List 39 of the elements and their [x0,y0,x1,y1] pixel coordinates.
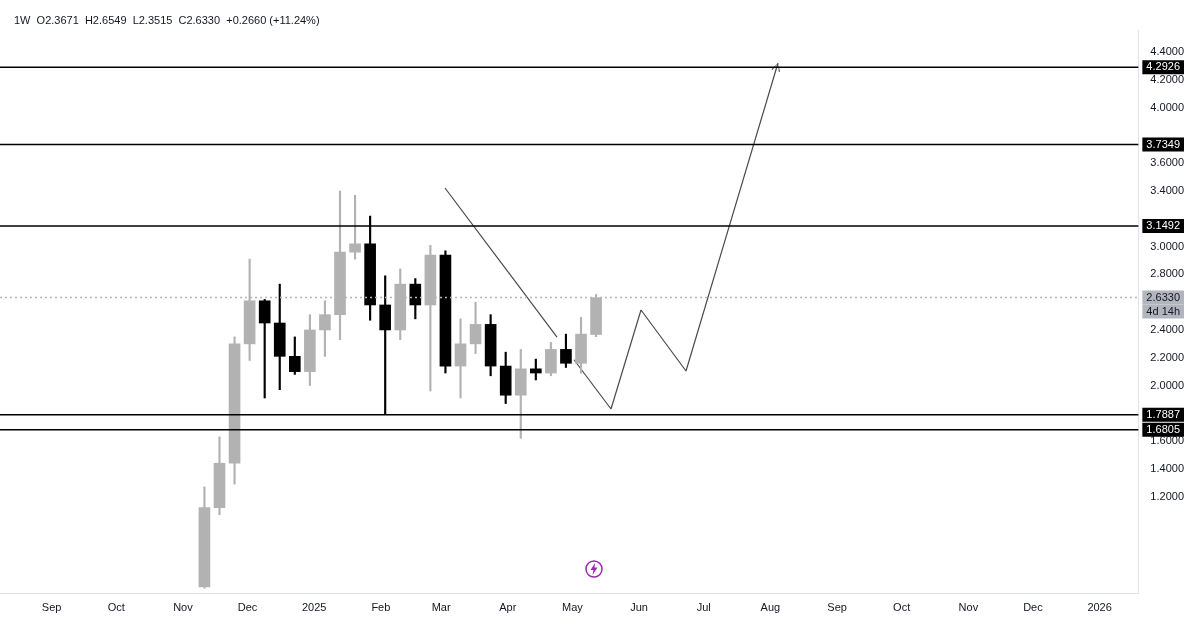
y-tick-label: 3.6000 [1150,156,1185,169]
y-tick-label: 4.4000 [1150,45,1185,58]
y-tick-label: 4.0000 [1150,100,1185,113]
x-tick-label: Oct [107,601,125,614]
x-tick-label: Oct [893,601,911,614]
y-tick-label: 3.0000 [1150,239,1185,252]
x-tick-label: Sep [827,601,847,614]
y-tick-label: 2.4000 [1150,322,1185,335]
x-tick-label: Mar [431,601,451,614]
ref-line-label: 2.6330 [1146,290,1181,303]
text: 4d 14h [1146,304,1181,317]
chart-title: 1W O2.3671 H2.6549 L2.3515 C2.6330 +0.2660 (+11.24%) [14,14,320,26]
candlestick [454,318,467,399]
x-tick-label: Dec [1023,601,1044,614]
ref-line-label: 3.7349 [1146,137,1181,150]
x-tick-label: Dec [237,601,258,614]
x-tick-label: Jun [630,601,648,614]
ref-line-label: 4.2926 [1146,60,1181,73]
ref-line-label: 3.1492 [1146,218,1181,231]
y-tick-label: 1.2000 [1150,489,1185,502]
x-tick-label: 2025 [301,601,327,614]
x-tick-label: Jul [696,601,711,614]
y-tick-label: 4.2000 [1150,73,1185,86]
x-tick-label: May [562,601,584,614]
ref-line-label: 1.7887 [1146,407,1181,420]
x-tick-label: Apr [499,601,517,614]
y-tick-label: 3.4000 [1150,184,1185,197]
x-tick-label: Nov [958,601,979,614]
ref-line-label: 1.6805 [1146,422,1181,435]
x-tick-label: 2026 [1087,601,1112,614]
x-tick-label: Nov [173,601,194,614]
y-tick-label: 2.8000 [1150,267,1185,280]
y-tick-label: 1.4000 [1150,461,1185,474]
x-tick-label: Aug [760,601,781,614]
y-tick-label: 1.6000 [1150,434,1185,447]
y-tick-label: 2.2000 [1150,350,1185,363]
x-tick-label: Sep [41,601,62,614]
x-tick-label: Feb [371,601,391,614]
y-tick-label: 2.0000 [1150,378,1185,391]
